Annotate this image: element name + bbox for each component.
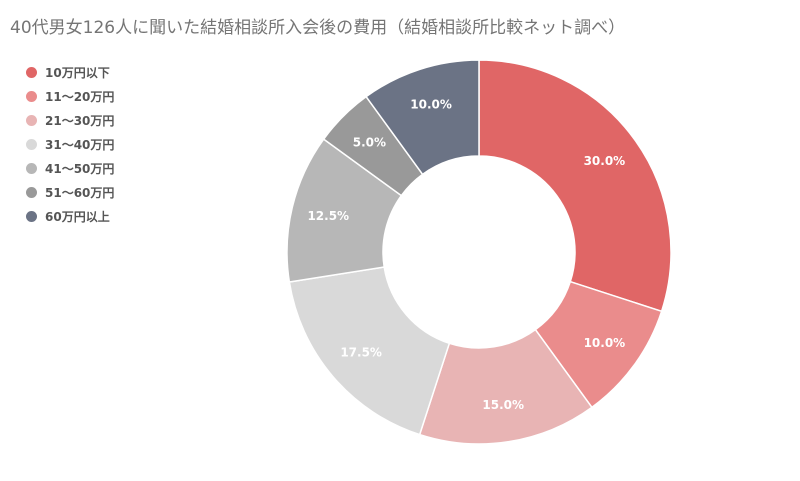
legend-label: 31～40万円: [45, 137, 115, 152]
legend-item: 51～60万円: [26, 180, 114, 204]
chart-legend: 10万円以下 11～20万円 21～30万円 31～40万円 41～50万円 5…: [26, 60, 114, 228]
slice-value-label: 15.0%: [482, 398, 524, 412]
legend-swatch: [26, 114, 37, 126]
legend-swatch: [26, 210, 37, 222]
legend-item: 31～40万円: [26, 132, 114, 156]
legend-item: 11～20万円: [26, 84, 114, 108]
donut-slice: [365, 59, 480, 176]
legend-swatch: [26, 66, 37, 78]
legend-item: 41～50万円: [26, 156, 114, 180]
legend-item: 21～30万円: [26, 108, 114, 132]
slice-value-label: 17.5%: [340, 346, 382, 360]
legend-swatch: [26, 186, 37, 198]
donut-slice: [478, 59, 672, 313]
slice-value-label: 30.0%: [584, 154, 626, 168]
legend-label: 51～60万円: [45, 185, 115, 200]
slice-value-label: 10.0%: [584, 336, 626, 350]
legend-item: 60万円以上: [26, 204, 114, 228]
chart-title: 40代男女126人に聞いた結婚相談所入会後の費用（結婚相談所比較ネット調べ）: [10, 18, 626, 38]
legend-label: 11～20万円: [45, 89, 115, 104]
legend-label: 21～30万円: [45, 113, 115, 128]
legend-label: 41～50万円: [45, 161, 115, 176]
legend-item: 10万円以下: [26, 60, 114, 84]
slice-value-label: 12.5%: [307, 209, 349, 223]
legend-swatch: [26, 138, 37, 150]
legend-swatch: [26, 162, 37, 174]
donut-slice: [288, 266, 451, 436]
legend-swatch: [26, 90, 37, 102]
slice-value-label: 5.0%: [353, 135, 386, 149]
legend-label: 10万円以下: [45, 65, 110, 80]
legend-label: 60万円以上: [45, 209, 110, 224]
slice-value-label: 10.0%: [410, 98, 452, 112]
